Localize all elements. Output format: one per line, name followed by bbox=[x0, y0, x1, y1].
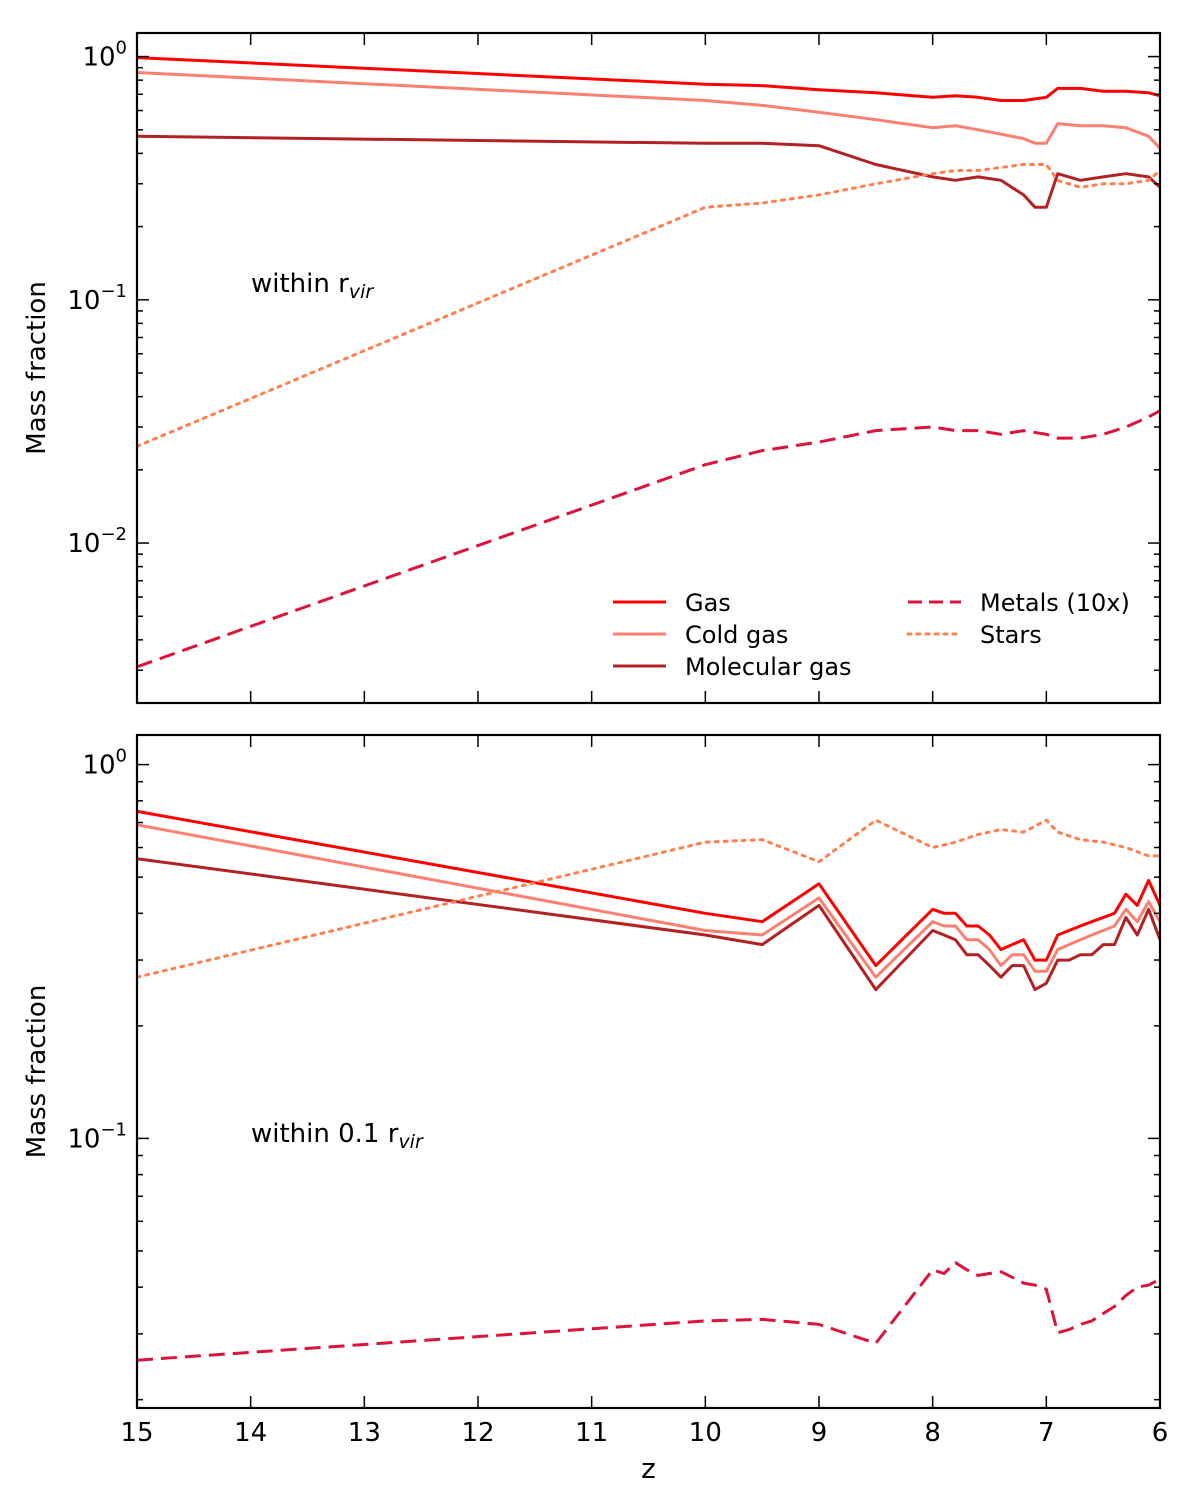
y-tick-label: 100 bbox=[82, 38, 127, 73]
x-tick-label: 12 bbox=[461, 1418, 494, 1448]
x-tick-label: 9 bbox=[811, 1418, 828, 1448]
y-tick-label: 10−1 bbox=[67, 281, 127, 316]
plot-frame bbox=[135, 733, 1162, 1410]
series-line-molecular-gas bbox=[137, 134, 1160, 209]
legend-label-stars: Stars bbox=[980, 621, 1042, 649]
x-tick-label: 14 bbox=[234, 1418, 267, 1448]
y-tick-label: 10−1 bbox=[67, 1119, 127, 1154]
series-line-metals-10x bbox=[137, 409, 1160, 669]
legend-label-molecular-gas: Molecular gas bbox=[685, 653, 852, 681]
x-ticks bbox=[136, 735, 1161, 1408]
y-tick-label: 100 bbox=[82, 746, 127, 781]
series-line-gas bbox=[137, 56, 1160, 102]
x-tick-label: 13 bbox=[348, 1418, 381, 1448]
series-line-stars bbox=[137, 163, 1160, 448]
y-ticks bbox=[137, 763, 1160, 1401]
series-line-metals-10x bbox=[137, 1261, 1160, 1362]
series-line-cold-gas bbox=[137, 71, 1160, 150]
top-panel: 100 10−1 10−2 Mass fraction within rvir Gas Co… bbox=[22, 31, 1162, 705]
y-tick-label: 10−2 bbox=[67, 524, 127, 559]
series-line-cold-gas bbox=[137, 823, 1160, 979]
y-ticks bbox=[137, 55, 1160, 671]
plot-frame bbox=[135, 31, 1162, 705]
legend-label-metals-10x: Metals (10x) bbox=[980, 589, 1130, 617]
bottom-panel: 100 10−1 15 14 13 12 11 10 9 8 7 6 Mass fraction z wit… bbox=[22, 733, 1169, 1485]
x-tick-label: 11 bbox=[575, 1418, 608, 1448]
legend: Gas Cold gas Molecular gas Metals (10x) Star… bbox=[613, 589, 1130, 681]
y-axis-label: Mass fraction bbox=[22, 985, 52, 1159]
x-tick-label: 7 bbox=[1038, 1418, 1055, 1448]
panel-annotation: within rvir bbox=[251, 269, 374, 303]
series-group bbox=[137, 56, 1160, 669]
series-line-stars bbox=[137, 818, 1160, 979]
series-line-molecular-gas bbox=[137, 857, 1160, 992]
series-group bbox=[137, 809, 1160, 1362]
series-line-gas bbox=[137, 809, 1160, 968]
legend-label-cold-gas: Cold gas bbox=[685, 621, 788, 649]
x-axis-label: z bbox=[641, 1452, 656, 1485]
legend-label-gas: Gas bbox=[685, 589, 731, 617]
y-axis-label: Mass fraction bbox=[22, 281, 52, 455]
x-tick-label: 10 bbox=[689, 1418, 722, 1448]
x-tick-label: 6 bbox=[1152, 1418, 1169, 1448]
x-tick-label: 15 bbox=[120, 1418, 153, 1448]
x-tick-label: 8 bbox=[924, 1418, 941, 1448]
panel-annotation: within 0.1 rvir bbox=[251, 1119, 424, 1153]
